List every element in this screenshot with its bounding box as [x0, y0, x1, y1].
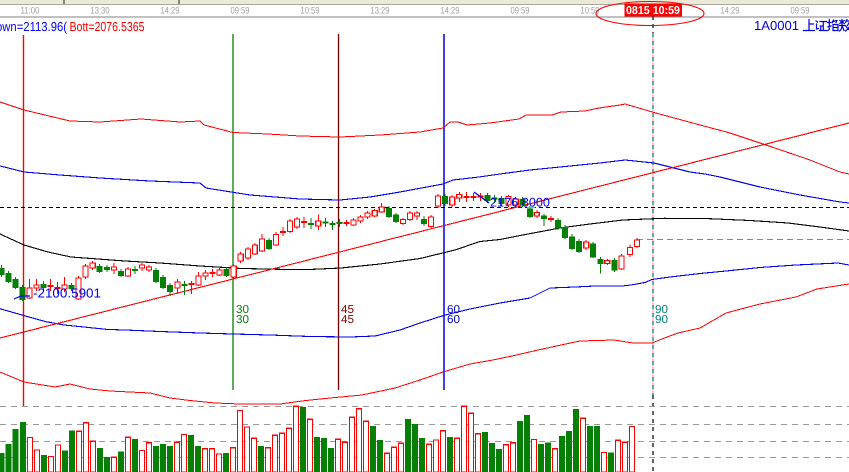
svg-text:09:59: 09:59 — [791, 6, 810, 17]
svg-text:own=2113.96(: own=2113.96( — [0, 19, 68, 34]
svg-text:0815 10:59: 0815 10:59 — [626, 5, 680, 17]
svg-text:1A0001: 1A0001 — [754, 18, 799, 33]
svg-text:30: 30 — [236, 304, 249, 316]
svg-text:90: 90 — [655, 314, 668, 326]
svg-text:11:00: 11:00 — [21, 6, 40, 17]
svg-text:30: 30 — [236, 314, 249, 326]
svg-text:09:59: 09:59 — [231, 6, 250, 17]
svg-text:10:59: 10:59 — [301, 6, 320, 17]
svg-text:10:59: 10:59 — [581, 6, 600, 17]
svg-text:14:29: 14:29 — [441, 6, 460, 17]
svg-text:14:29: 14:29 — [161, 6, 180, 17]
svg-text:45: 45 — [341, 304, 354, 316]
svg-text:14:29: 14:29 — [721, 6, 740, 17]
svg-text:60: 60 — [447, 314, 460, 326]
svg-text:2176.8000: 2176.8000 — [490, 196, 550, 210]
svg-text:60: 60 — [447, 304, 460, 316]
svg-text:45: 45 — [341, 314, 354, 326]
svg-text:90: 90 — [655, 304, 668, 316]
svg-text:09:59: 09:59 — [511, 6, 530, 17]
svg-text:-2100.5901: -2100.5901 — [33, 286, 101, 301]
svg-text:Bott=2076.5365: Bott=2076.5365 — [70, 19, 145, 34]
svg-text:13:29: 13:29 — [371, 6, 390, 17]
svg-text:13:30: 13:30 — [91, 6, 110, 17]
